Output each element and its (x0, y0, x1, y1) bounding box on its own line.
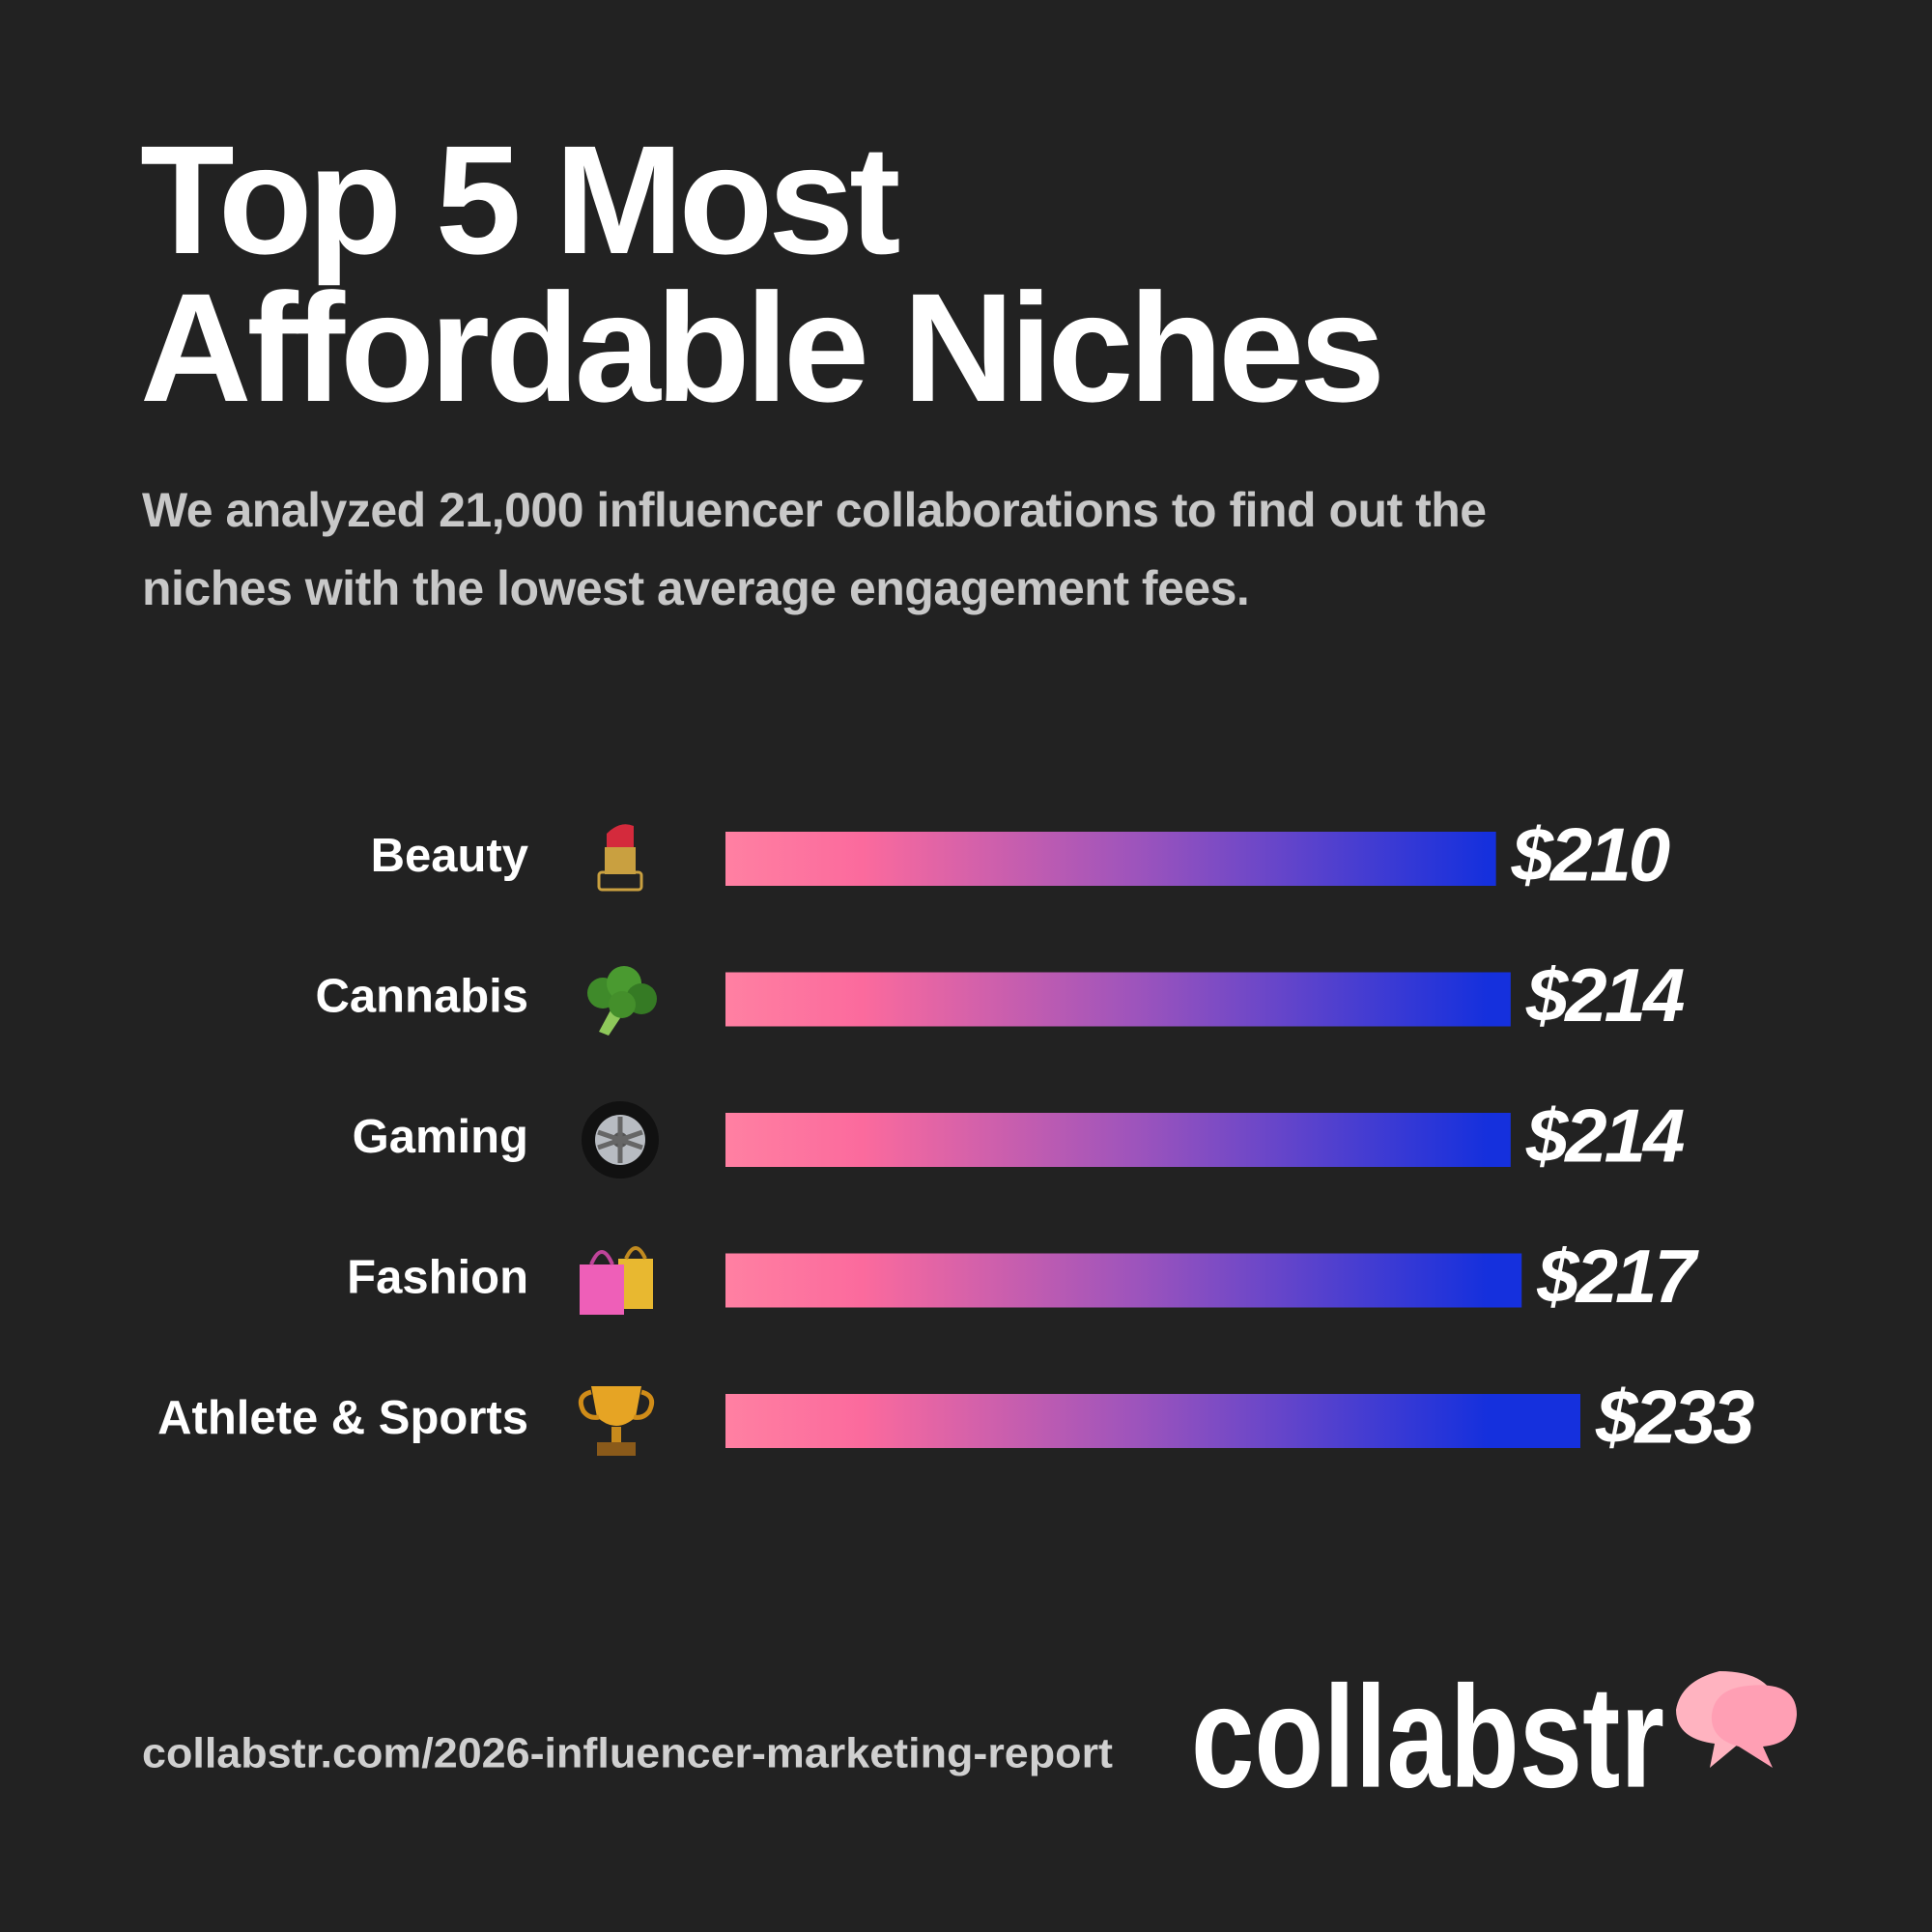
category-label: Fashion (347, 1251, 528, 1303)
category-label: Beauty (371, 830, 528, 882)
bar (725, 1394, 1580, 1448)
icon-broccoli (587, 966, 657, 1036)
category-label: Athlete & Sports (157, 1392, 528, 1444)
value-label: $210 (1511, 812, 1670, 897)
icon-trophy (578, 1386, 655, 1456)
title: Top 5 Most Affordable Niches (140, 113, 1385, 434)
value-label: $217 (1536, 1234, 1699, 1319)
icon-lipstick (597, 824, 643, 892)
category-label: Cannabis (315, 970, 528, 1022)
icon-wheel (582, 1101, 659, 1179)
value-label: $233 (1595, 1375, 1754, 1460)
footer-url: collabstr.com/2026-influencer-marketing-… (142, 1730, 1113, 1777)
bar (725, 1113, 1511, 1167)
category-label: Gaming (353, 1111, 528, 1163)
subtitle: We analyzed 21,000 influencer collaborat… (142, 483, 1487, 615)
value-label: $214 (1525, 952, 1685, 1037)
logo-bubbles (1676, 1671, 1797, 1768)
value-label: $214 (1525, 1094, 1685, 1179)
brand-logo: collabstr (1191, 1656, 1664, 1818)
bar (725, 972, 1511, 1027)
icon-shopping-bags (580, 1246, 653, 1315)
bar (725, 832, 1496, 886)
bar (725, 1253, 1522, 1308)
